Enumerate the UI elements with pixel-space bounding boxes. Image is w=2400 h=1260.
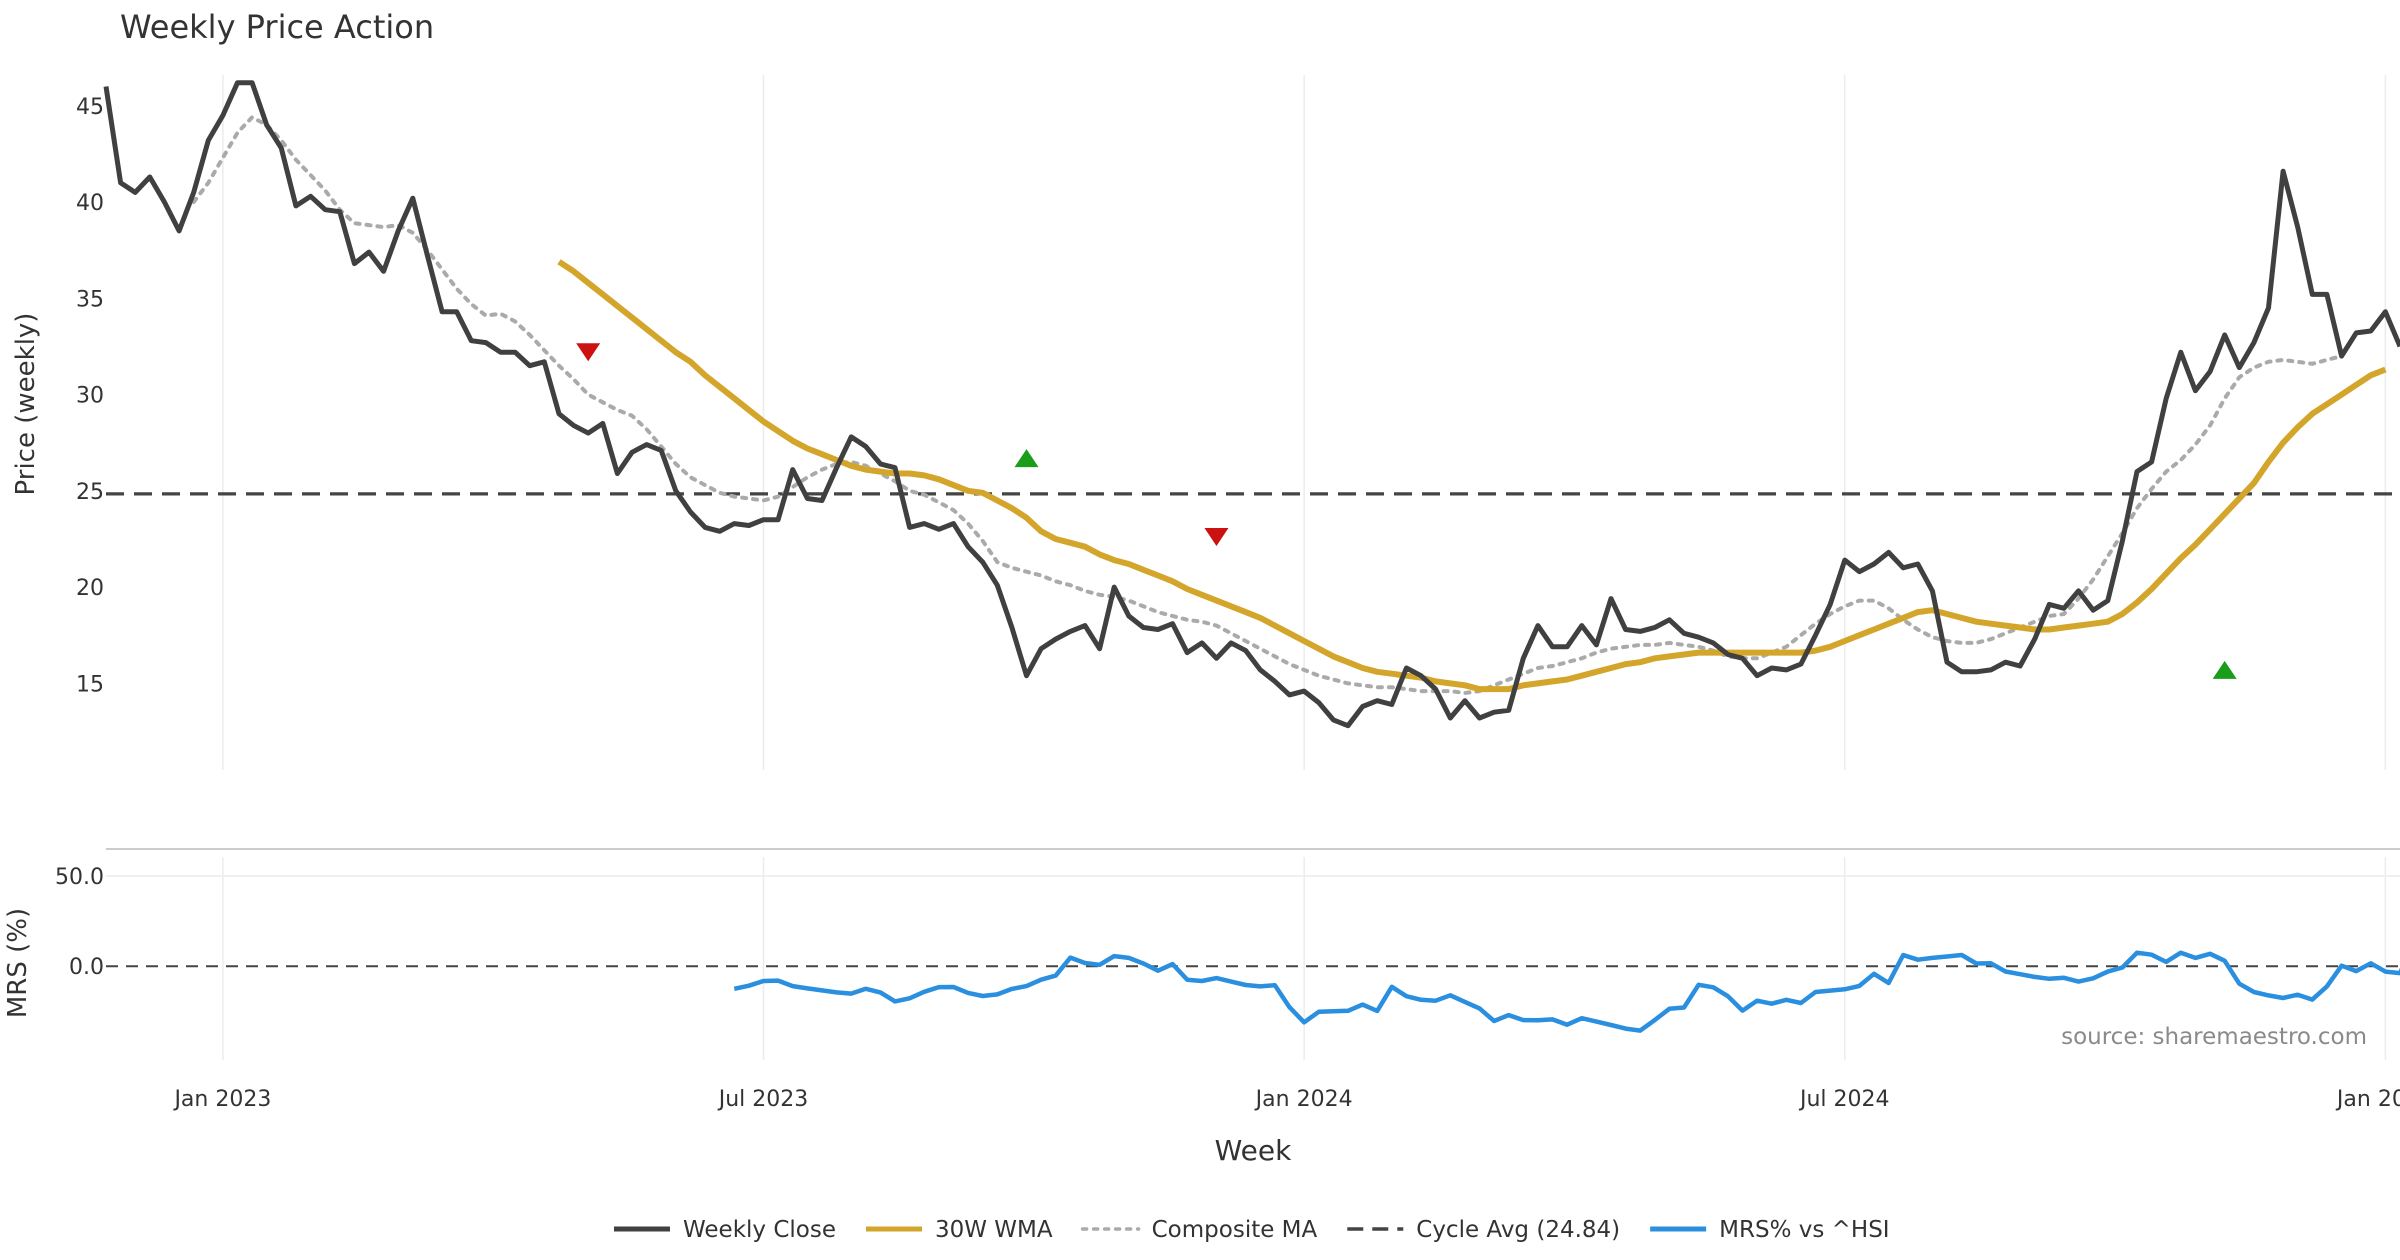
x-tick-label: Jul 2023	[717, 1087, 809, 1112]
price-y-tick-label: 40	[76, 191, 104, 216]
price-y-axis-title: Price (weekly)	[11, 313, 41, 496]
wma-30-line	[557, 259, 2387, 693]
mrs-panel-grid	[106, 857, 2400, 1060]
legend-label: Cycle Avg (24.84)	[1416, 1217, 1620, 1243]
x-tick-labels: Jan 2023 Jul 2023 Jan 2024 Jul 2024 Jan 2025…	[172, 1087, 2400, 1112]
price-panel-grid	[222, 75, 2387, 770]
mrs-line	[733, 950, 2400, 1033]
legend-label: Composite MA	[1152, 1217, 1318, 1243]
price-y-tick-label: 45	[76, 95, 104, 120]
price-y-tick-label: 35	[76, 287, 104, 312]
composite-ma-line	[191, 114, 2344, 696]
legend: Weekly Close 30W WMA Composite MA Cycle Avg…	[614, 1217, 1890, 1243]
x-tick-label: Jul 2024	[1798, 1087, 1890, 1112]
signal-markers	[576, 343, 2237, 679]
mrs-y-tick-label: 50.0	[55, 865, 104, 890]
price-y-tick-label: 30	[76, 384, 104, 409]
x-tick-label: Jan 2024	[1254, 1087, 1353, 1112]
chart-title: Weekly Price Action	[120, 8, 434, 46]
legend-label: 30W WMA	[935, 1217, 1053, 1243]
legend-item: MRS% vs ^HSI	[1650, 1217, 1890, 1243]
mrs-y-tick-label: 0.0	[69, 955, 104, 980]
weekly-close-line	[103, 80, 2400, 729]
legend-label: MRS% vs ^HSI	[1719, 1217, 1889, 1243]
mrs-y-tick-labels: 0.0 50.0	[55, 865, 104, 980]
price-y-tick-label: 20	[76, 576, 104, 601]
legend-label: Weekly Close	[683, 1217, 836, 1243]
buy-signal-marker	[1014, 449, 1039, 468]
sell-signal-marker	[576, 343, 601, 362]
buy-signal-marker	[2212, 660, 2237, 679]
source-note: source: sharemaestro.com	[2061, 1024, 2367, 1050]
legend-item: Composite MA	[1080, 1217, 1318, 1243]
x-axis-title: Week	[1215, 1134, 1292, 1167]
price-y-tick-label: 15	[76, 672, 104, 697]
price-y-tick-labels: 15 20 25 30 35 40 45	[76, 95, 104, 698]
mrs-y-axis-title: MRS (%)	[3, 908, 33, 1018]
x-tick-label: Jan 2023	[172, 1087, 271, 1112]
sell-signal-marker	[1204, 528, 1229, 547]
legend-item: Cycle Avg (24.84)	[1347, 1217, 1620, 1243]
legend-item: Weekly Close	[614, 1217, 836, 1243]
price-y-tick-label: 25	[76, 480, 104, 505]
legend-item: 30W WMA	[865, 1217, 1053, 1243]
